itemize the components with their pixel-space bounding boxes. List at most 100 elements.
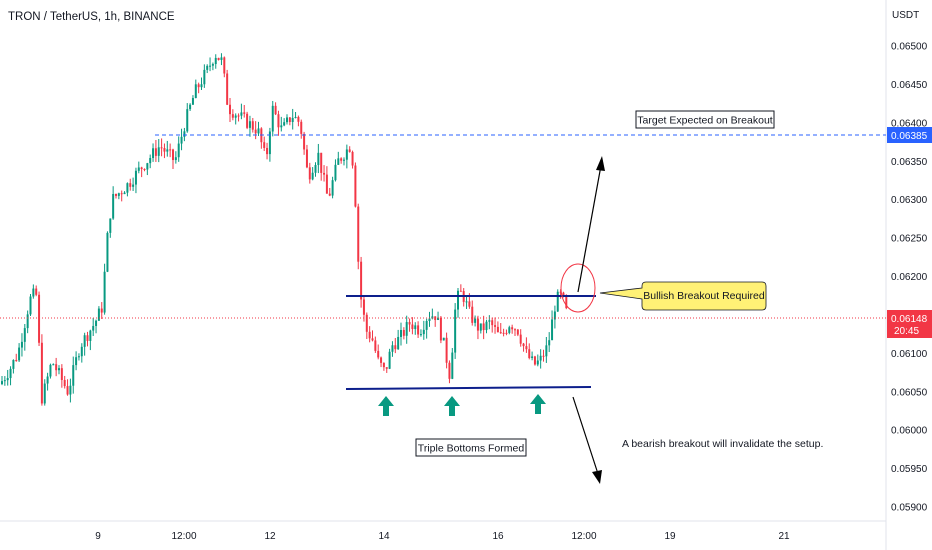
candle-body — [140, 167, 143, 169]
candle-body — [368, 331, 371, 339]
candle-body — [380, 357, 383, 363]
bearish-note: A bearish breakout will invalidate the s… — [622, 438, 823, 450]
candle-body — [508, 327, 511, 333]
current-price-badge: 0.06148 20:45 — [887, 310, 932, 338]
bullish-callout[interactable]: Bullish Breakout Required — [599, 281, 767, 311]
candle-body — [448, 362, 451, 379]
candle-body — [120, 193, 123, 195]
candle-body — [382, 362, 385, 368]
candle-body — [229, 104, 231, 115]
price-tick-label: 0.06500 — [891, 42, 928, 53]
candle-body — [154, 148, 157, 156]
candle-body — [334, 164, 337, 181]
candle-body — [528, 349, 531, 358]
candle-body — [18, 347, 21, 361]
price-axis[interactable]: 0.06500 0.06450 0.06400 0.06350 0.06300 0.062… — [891, 42, 928, 514]
candle-body — [556, 291, 559, 312]
candle-body — [414, 325, 417, 330]
support-line[interactable] — [345, 386, 592, 390]
candle-body — [536, 360, 539, 365]
candle-body — [3, 380, 6, 382]
candle-body — [360, 261, 363, 300]
candle-body — [146, 163, 149, 170]
candle-body — [291, 117, 294, 122]
candle-body — [103, 271, 106, 313]
candle-body — [385, 367, 388, 369]
target-annotation[interactable]: Target Expected on Breakout — [635, 110, 775, 129]
candle-body — [231, 114, 234, 118]
candle-body — [166, 149, 169, 152]
candle-body — [243, 112, 246, 114]
candle-body — [328, 193, 331, 196]
candle-body — [172, 149, 174, 161]
breakout-circle — [560, 263, 596, 313]
candle-body — [12, 359, 15, 369]
candle-body — [152, 148, 155, 159]
candle-body — [516, 329, 519, 335]
candle-body — [129, 183, 132, 187]
candle-body — [106, 232, 109, 272]
candle-body — [43, 383, 46, 404]
candle-body — [400, 329, 402, 337]
candle-body — [23, 328, 26, 342]
candle-body — [149, 158, 152, 164]
time-tick-label: 12 — [264, 531, 276, 542]
candle-body — [471, 306, 474, 323]
candle-body — [55, 364, 58, 371]
candle-body — [331, 180, 334, 196]
candle-body — [371, 338, 374, 341]
price-tick-label: 0.06200 — [891, 272, 928, 283]
candle-body — [200, 84, 203, 88]
triple-bottoms-text: Triple Bottoms Formed — [418, 443, 525, 455]
candle-body — [439, 317, 442, 341]
candle-body — [565, 295, 568, 309]
candle-body — [303, 133, 306, 150]
candle-body — [169, 149, 172, 151]
candle-body — [525, 346, 528, 350]
candle-body — [482, 323, 485, 331]
candle-body — [325, 174, 328, 194]
candle-body — [305, 149, 308, 168]
triple-bottoms-annotation[interactable]: Triple Bottoms Formed — [415, 438, 527, 457]
candle-body — [97, 308, 100, 321]
candle-body — [83, 335, 86, 347]
price-tick-label: 0.06350 — [891, 157, 928, 168]
candle-body — [143, 168, 146, 170]
candle-body — [354, 165, 357, 207]
candle-body — [505, 332, 508, 334]
candle-body — [157, 147, 160, 156]
candle-body — [451, 352, 454, 379]
candle-body — [60, 368, 63, 380]
candle-body — [211, 64, 214, 66]
time-tick-label: 16 — [492, 531, 504, 542]
candle-body — [394, 345, 397, 350]
candle-body — [92, 325, 95, 331]
candle-body — [32, 288, 35, 297]
candle-body — [297, 116, 300, 122]
candle-body — [320, 152, 323, 173]
bottom-marker-2-icon — [444, 396, 460, 416]
candle-body — [191, 98, 194, 105]
candle-body — [49, 364, 52, 377]
candle-body — [551, 319, 554, 341]
time-axis[interactable]: 9 12:00 12 14 16 12:00 19 21 — [95, 531, 790, 542]
candle-body — [337, 158, 340, 165]
candle-body — [459, 290, 462, 292]
candle-body — [1, 381, 3, 385]
candle-body — [248, 121, 251, 128]
time-tick-label: 9 — [95, 531, 101, 542]
price-tick-label: 0.05950 — [891, 464, 928, 475]
candle-body — [183, 131, 186, 137]
candle-body — [117, 193, 120, 196]
time-tick-label: 21 — [778, 531, 790, 542]
candle-body — [280, 125, 283, 128]
candle-body — [254, 129, 257, 134]
time-tick-label: 12:00 — [571, 531, 596, 542]
candle-body — [343, 159, 345, 161]
candle-body — [511, 327, 514, 330]
candle-body — [502, 332, 505, 334]
target-price-badge: 0.06385 — [887, 127, 932, 143]
candle-body — [457, 290, 459, 310]
time-tick-label: 12:00 — [171, 531, 196, 542]
